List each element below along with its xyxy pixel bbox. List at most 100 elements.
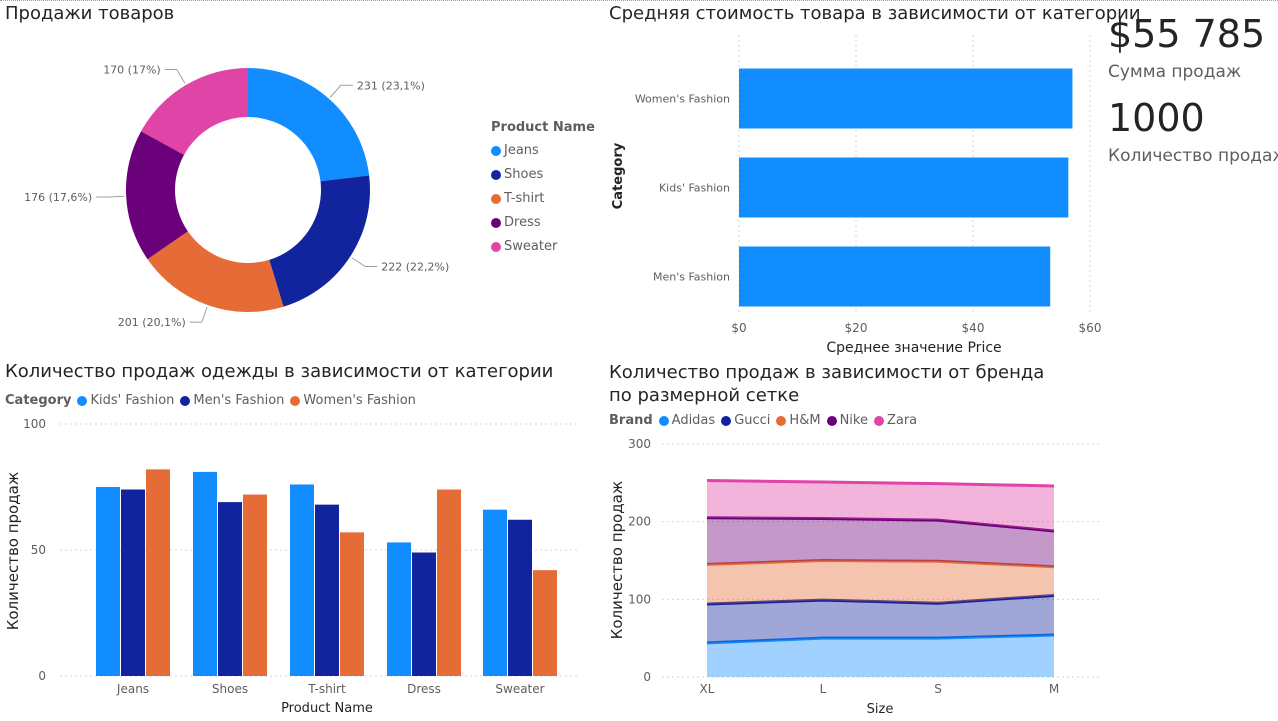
clothes-legend-item[interactable]: Men's Fashion [180,393,284,408]
kpi-sales-label: Сумма продаж [1108,62,1242,82]
legend-marker-icon [873,415,884,426]
column-bar [243,494,267,676]
area-gucci [707,595,1054,643]
brand-legend-title: Brand [609,413,653,428]
x-tick-label: $40 [962,321,985,335]
legend-marker-icon [290,395,301,406]
line-nike [706,516,1055,533]
x-tick-label: Sweater [495,682,544,696]
column-bar [96,487,120,676]
x-tick-label: S [934,682,942,696]
bar-men-s-fashion [739,246,1051,307]
column-bar [483,509,507,676]
legend-label: Zara [886,413,918,428]
legend-marker-icon [491,241,501,252]
clothes-legend-title: Category [5,393,72,408]
x-axis-title: Среднее значение Price [826,340,1001,356]
y-tick-label: 50 [31,543,46,557]
line-gucci [706,593,1055,606]
x-axis-title: Product Name [281,701,373,716]
legend-marker-icon [826,415,837,426]
x-tick-label: Jeans [116,682,149,696]
pie-slice-shoes [269,175,370,307]
pie-leader-line [189,306,208,323]
legend-marker-icon [491,193,501,204]
pie-legend-item[interactable]: Jeans [491,143,589,158]
top-border [0,0,1278,1]
legend-marker-icon [658,415,669,426]
legend-label: Sweater [504,239,558,254]
pie-legend-item[interactable]: Dress [491,215,589,230]
column-bar [218,502,242,676]
x-tick-label: M [1049,682,1059,696]
legend-label: Men's Fashion [193,393,285,408]
legend-label: T-shirt [504,191,545,206]
column-bar [315,504,339,676]
brand-chart-title: Количество продаж в зависимости от бренд… [609,362,1045,406]
brand-legend-item[interactable]: Zara [873,413,918,428]
pie-leader-line [164,68,186,84]
legend-marker-icon [491,217,501,228]
brand-legend-item[interactable]: Nike [826,413,868,428]
pie-data-label: 201 (20,1%) [118,316,186,329]
pie-slice-sweater [141,68,248,155]
bar-chart-title: Средняя стоимость товара в зависимости о… [609,3,1141,24]
pie-leader-line [351,257,378,267]
legend-marker-icon [776,415,787,426]
kpi-sales-value: $55 785 [1108,12,1266,56]
legend-label: Gucci [734,413,771,428]
pie-legend-item[interactable]: Shoes [491,167,589,182]
pie-legend-item[interactable]: T-shirt [491,191,589,206]
clothes-legend: Category Kids' Fashion Men's Fashion Women… [5,393,422,408]
y-tick-label: 300 [628,437,651,451]
y-tick-label: Men's Fashion [653,271,730,284]
x-tick-label: Dress [407,682,441,696]
pie-slice-jeans [248,68,370,182]
legend-marker-icon [77,395,88,406]
x-tick-label: T-shirt [307,682,346,696]
pie-legend-title: Product Name [491,120,595,135]
line-adidas [706,633,1055,645]
area-adidas [707,635,1054,677]
pie-data-label: 176 (17,6%) [24,191,92,204]
clothes-legend-item[interactable]: Kids' Fashion [77,393,174,408]
legend-label: Shoes [504,167,544,182]
pie-legend-item[interactable]: Sweater [491,239,589,254]
area-hm [707,560,1054,604]
x-tick-label: $20 [845,321,868,335]
x-tick-label: $0 [731,321,746,335]
bar-women-s-fashion [739,68,1073,129]
brand-legend-item[interactable]: Gucci [721,413,770,428]
y-tick-label: Women's Fashion [635,93,730,106]
column-bar [193,471,217,676]
pie-legend: Product Name Jeans Shoes T-shirt Dress Sweat… [491,120,595,263]
pie-data-label: 170 (17%) [103,63,161,76]
brand-legend-item[interactable]: H&M [776,413,821,428]
column-bar [437,489,461,676]
x-tick-label: Shoes [212,682,248,696]
legend-label: Kids' Fashion [90,393,175,408]
column-bar [412,552,436,676]
legend-marker-icon [721,415,732,426]
x-tick-label: XL [700,682,715,696]
legend-label: Women's Fashion [303,393,416,408]
bar-kids-fashion [739,157,1069,218]
line-hm [706,558,1055,569]
legend-marker-icon [180,395,191,406]
y-axis-title: Количество продаж [4,472,22,631]
column-bar [146,469,170,676]
y-axis-title: Category [611,142,626,209]
y-tick-label: 200 [628,515,651,529]
line-zara [706,479,1055,488]
column-bar [508,519,532,676]
column-bar [340,532,364,676]
pie-data-label: 231 (23,1%) [357,79,425,92]
clothes-legend-item[interactable]: Women's Fashion [290,393,416,408]
legend-marker-icon [491,169,501,180]
y-tick-label: Kids' Fashion [659,182,730,195]
brand-legend-item[interactable]: Adidas [658,413,715,428]
y-tick-label: 0 [643,670,651,684]
area-nike [707,517,1054,567]
legend-label: Nike [839,413,868,428]
